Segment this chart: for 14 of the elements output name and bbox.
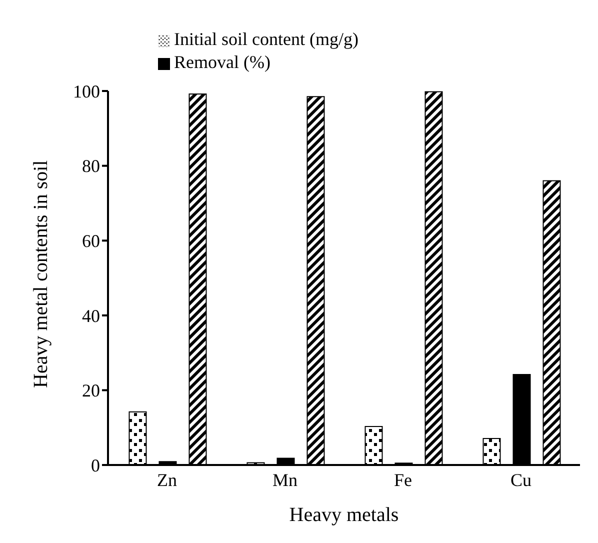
y-tick-label: 40 — [82, 306, 100, 326]
x-axis-title: Heavy metals — [289, 504, 399, 526]
x-tick-label: Fe — [394, 470, 412, 490]
y-axis-title: Heavy metal contents in soil — [30, 160, 52, 388]
y-tick-label: 80 — [82, 156, 100, 176]
y-tick-label: 0 — [91, 455, 100, 476]
legend-label: Initial soil content (mg/g) — [174, 29, 358, 49]
y-tick-label: 20 — [82, 380, 100, 401]
x-tick-label: Cu — [510, 470, 532, 490]
y-tick-label: 60 — [82, 230, 100, 251]
x-tick-label: Zn — [157, 470, 177, 490]
x-tick-label: Mn — [272, 470, 298, 490]
legend-label: Removal (%) — [174, 52, 270, 72]
y-tick-label: 100 — [73, 81, 100, 102]
